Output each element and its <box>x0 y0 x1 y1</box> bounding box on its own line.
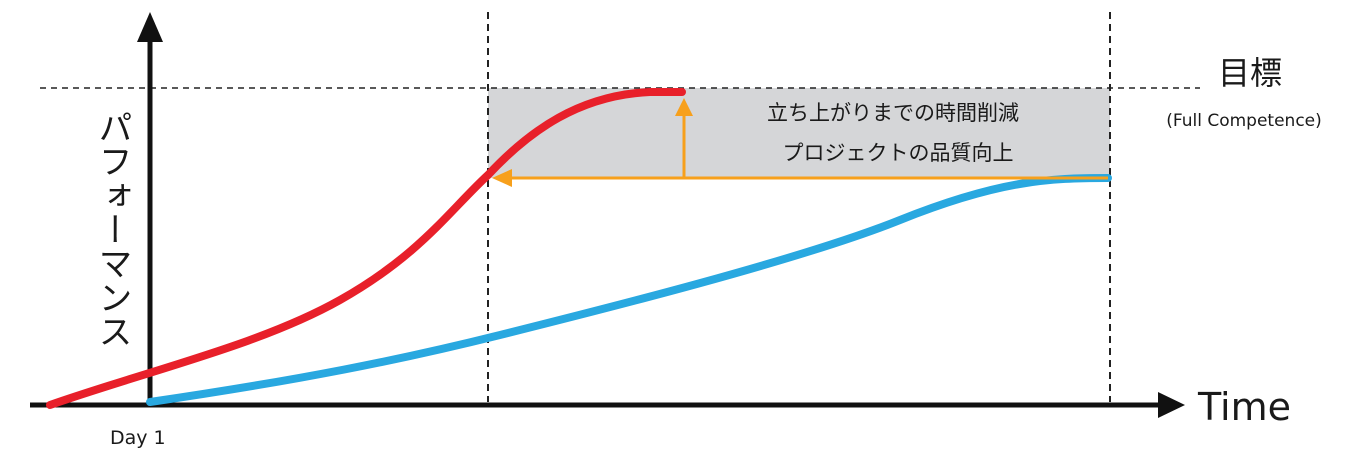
y-axis-arrowhead <box>137 12 163 42</box>
day-1-label: Day 1 <box>110 427 166 449</box>
slow-learning-curve <box>146 174 1112 406</box>
time-reduction-arrowhead <box>492 169 512 187</box>
y-axis-label: パフォーマンス <box>92 110 132 348</box>
fast-learning-curve <box>46 88 686 409</box>
x-axis-arrowhead <box>1158 392 1185 418</box>
annotation-line2: プロジェクトの品質向上 <box>783 141 1014 165</box>
quality-improvement-arrowhead <box>675 98 693 116</box>
x-axis-label: Time <box>1197 385 1291 429</box>
target-sublabel: (Full Competence) <box>1166 111 1322 131</box>
annotation-line1: 立ち上がりまでの時間削減 <box>767 101 1019 125</box>
target-label: 目標 <box>1218 54 1282 92</box>
